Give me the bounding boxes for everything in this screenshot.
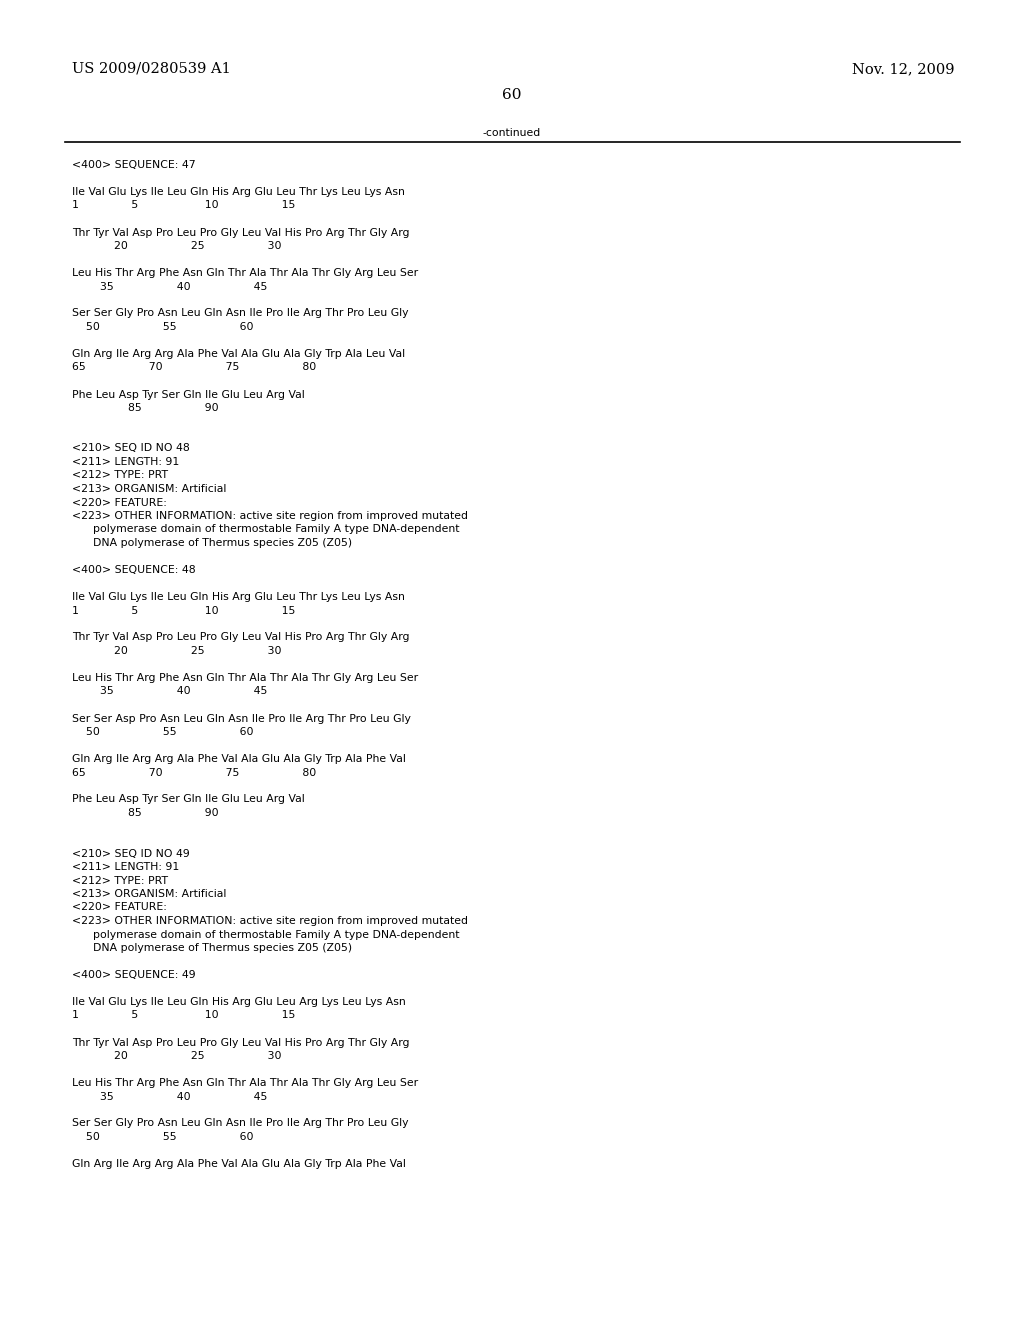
Text: <223> OTHER INFORMATION: active site region from improved mutated: <223> OTHER INFORMATION: active site reg… [72, 511, 468, 521]
Text: <213> ORGANISM: Artificial: <213> ORGANISM: Artificial [72, 484, 226, 494]
Text: Ile Val Glu Lys Ile Leu Gln His Arg Glu Leu Thr Lys Leu Lys Asn: Ile Val Glu Lys Ile Leu Gln His Arg Glu … [72, 591, 404, 602]
Text: DNA polymerase of Thermus species Z05 (Z05): DNA polymerase of Thermus species Z05 (Z… [72, 942, 352, 953]
Text: 85                  90: 85 90 [72, 403, 219, 413]
Text: <400> SEQUENCE: 48: <400> SEQUENCE: 48 [72, 565, 196, 576]
Text: 1               5                   10                  15: 1 5 10 15 [72, 201, 295, 210]
Text: Gln Arg Ile Arg Arg Ala Phe Val Ala Glu Ala Gly Trp Ala Phe Val: Gln Arg Ile Arg Arg Ala Phe Val Ala Glu … [72, 754, 406, 764]
Text: 50                  55                  60: 50 55 60 [72, 727, 254, 737]
Text: 20                  25                  30: 20 25 30 [72, 242, 282, 251]
Text: <220> FEATURE:: <220> FEATURE: [72, 498, 167, 507]
Text: <212> TYPE: PRT: <212> TYPE: PRT [72, 875, 168, 886]
Text: Leu His Thr Arg Phe Asn Gln Thr Ala Thr Ala Thr Gly Arg Leu Ser: Leu His Thr Arg Phe Asn Gln Thr Ala Thr … [72, 1078, 418, 1088]
Text: <223> OTHER INFORMATION: active site region from improved mutated: <223> OTHER INFORMATION: active site reg… [72, 916, 468, 927]
Text: DNA polymerase of Thermus species Z05 (Z05): DNA polymerase of Thermus species Z05 (Z… [72, 539, 352, 548]
Text: Ser Ser Gly Pro Asn Leu Gln Asn Ile Pro Ile Arg Thr Pro Leu Gly: Ser Ser Gly Pro Asn Leu Gln Asn Ile Pro … [72, 309, 409, 318]
Text: Gln Arg Ile Arg Arg Ala Phe Val Ala Glu Ala Gly Trp Ala Leu Val: Gln Arg Ile Arg Arg Ala Phe Val Ala Glu … [72, 348, 406, 359]
Text: 35                  40                  45: 35 40 45 [72, 281, 267, 292]
Text: Ile Val Glu Lys Ile Leu Gln His Arg Glu Leu Thr Lys Leu Lys Asn: Ile Val Glu Lys Ile Leu Gln His Arg Glu … [72, 187, 404, 197]
Text: <400> SEQUENCE: 47: <400> SEQUENCE: 47 [72, 160, 196, 170]
Text: 50                  55                  60: 50 55 60 [72, 1133, 254, 1142]
Text: 65                  70                  75                  80: 65 70 75 80 [72, 767, 316, 777]
Text: <210> SEQ ID NO 49: <210> SEQ ID NO 49 [72, 849, 189, 858]
Text: Ser Ser Asp Pro Asn Leu Gln Asn Ile Pro Ile Arg Thr Pro Leu Gly: Ser Ser Asp Pro Asn Leu Gln Asn Ile Pro … [72, 714, 411, 723]
Text: Leu His Thr Arg Phe Asn Gln Thr Ala Thr Ala Thr Gly Arg Leu Ser: Leu His Thr Arg Phe Asn Gln Thr Ala Thr … [72, 673, 418, 682]
Text: polymerase domain of thermostable Family A type DNA-dependent: polymerase domain of thermostable Family… [72, 929, 460, 940]
Text: <212> TYPE: PRT: <212> TYPE: PRT [72, 470, 168, 480]
Text: 20                  25                  30: 20 25 30 [72, 645, 282, 656]
Text: Gln Arg Ile Arg Arg Ala Phe Val Ala Glu Ala Gly Trp Ala Phe Val: Gln Arg Ile Arg Arg Ala Phe Val Ala Glu … [72, 1159, 406, 1170]
Text: 1               5                   10                  15: 1 5 10 15 [72, 606, 295, 615]
Text: 85                  90: 85 90 [72, 808, 219, 818]
Text: 35                  40                  45: 35 40 45 [72, 1092, 267, 1101]
Text: <210> SEQ ID NO 48: <210> SEQ ID NO 48 [72, 444, 189, 454]
Text: Phe Leu Asp Tyr Ser Gln Ile Glu Leu Arg Val: Phe Leu Asp Tyr Ser Gln Ile Glu Leu Arg … [72, 795, 305, 804]
Text: <211> LENGTH: 91: <211> LENGTH: 91 [72, 862, 179, 873]
Text: <213> ORGANISM: Artificial: <213> ORGANISM: Artificial [72, 888, 226, 899]
Text: Leu His Thr Arg Phe Asn Gln Thr Ala Thr Ala Thr Gly Arg Leu Ser: Leu His Thr Arg Phe Asn Gln Thr Ala Thr … [72, 268, 418, 279]
Text: <211> LENGTH: 91: <211> LENGTH: 91 [72, 457, 179, 467]
Text: 60: 60 [502, 88, 522, 102]
Text: 50                  55                  60: 50 55 60 [72, 322, 254, 333]
Text: Phe Leu Asp Tyr Ser Gln Ile Glu Leu Arg Val: Phe Leu Asp Tyr Ser Gln Ile Glu Leu Arg … [72, 389, 305, 400]
Text: 35                  40                  45: 35 40 45 [72, 686, 267, 697]
Text: US 2009/0280539 A1: US 2009/0280539 A1 [72, 62, 230, 77]
Text: polymerase domain of thermostable Family A type DNA-dependent: polymerase domain of thermostable Family… [72, 524, 460, 535]
Text: <220> FEATURE:: <220> FEATURE: [72, 903, 167, 912]
Text: Thr Tyr Val Asp Pro Leu Pro Gly Leu Val His Pro Arg Thr Gly Arg: Thr Tyr Val Asp Pro Leu Pro Gly Leu Val … [72, 632, 410, 643]
Text: -continued: -continued [483, 128, 541, 139]
Text: Ser Ser Gly Pro Asn Leu Gln Asn Ile Pro Ile Arg Thr Pro Leu Gly: Ser Ser Gly Pro Asn Leu Gln Asn Ile Pro … [72, 1118, 409, 1129]
Text: <400> SEQUENCE: 49: <400> SEQUENCE: 49 [72, 970, 196, 979]
Text: 20                  25                  30: 20 25 30 [72, 1051, 282, 1061]
Text: Nov. 12, 2009: Nov. 12, 2009 [853, 62, 955, 77]
Text: 1               5                   10                  15: 1 5 10 15 [72, 1011, 295, 1020]
Text: Thr Tyr Val Asp Pro Leu Pro Gly Leu Val His Pro Arg Thr Gly Arg: Thr Tyr Val Asp Pro Leu Pro Gly Leu Val … [72, 227, 410, 238]
Text: Ile Val Glu Lys Ile Leu Gln His Arg Glu Leu Arg Lys Leu Lys Asn: Ile Val Glu Lys Ile Leu Gln His Arg Glu … [72, 997, 406, 1007]
Text: 65                  70                  75                  80: 65 70 75 80 [72, 363, 316, 372]
Text: Thr Tyr Val Asp Pro Leu Pro Gly Leu Val His Pro Arg Thr Gly Arg: Thr Tyr Val Asp Pro Leu Pro Gly Leu Val … [72, 1038, 410, 1048]
